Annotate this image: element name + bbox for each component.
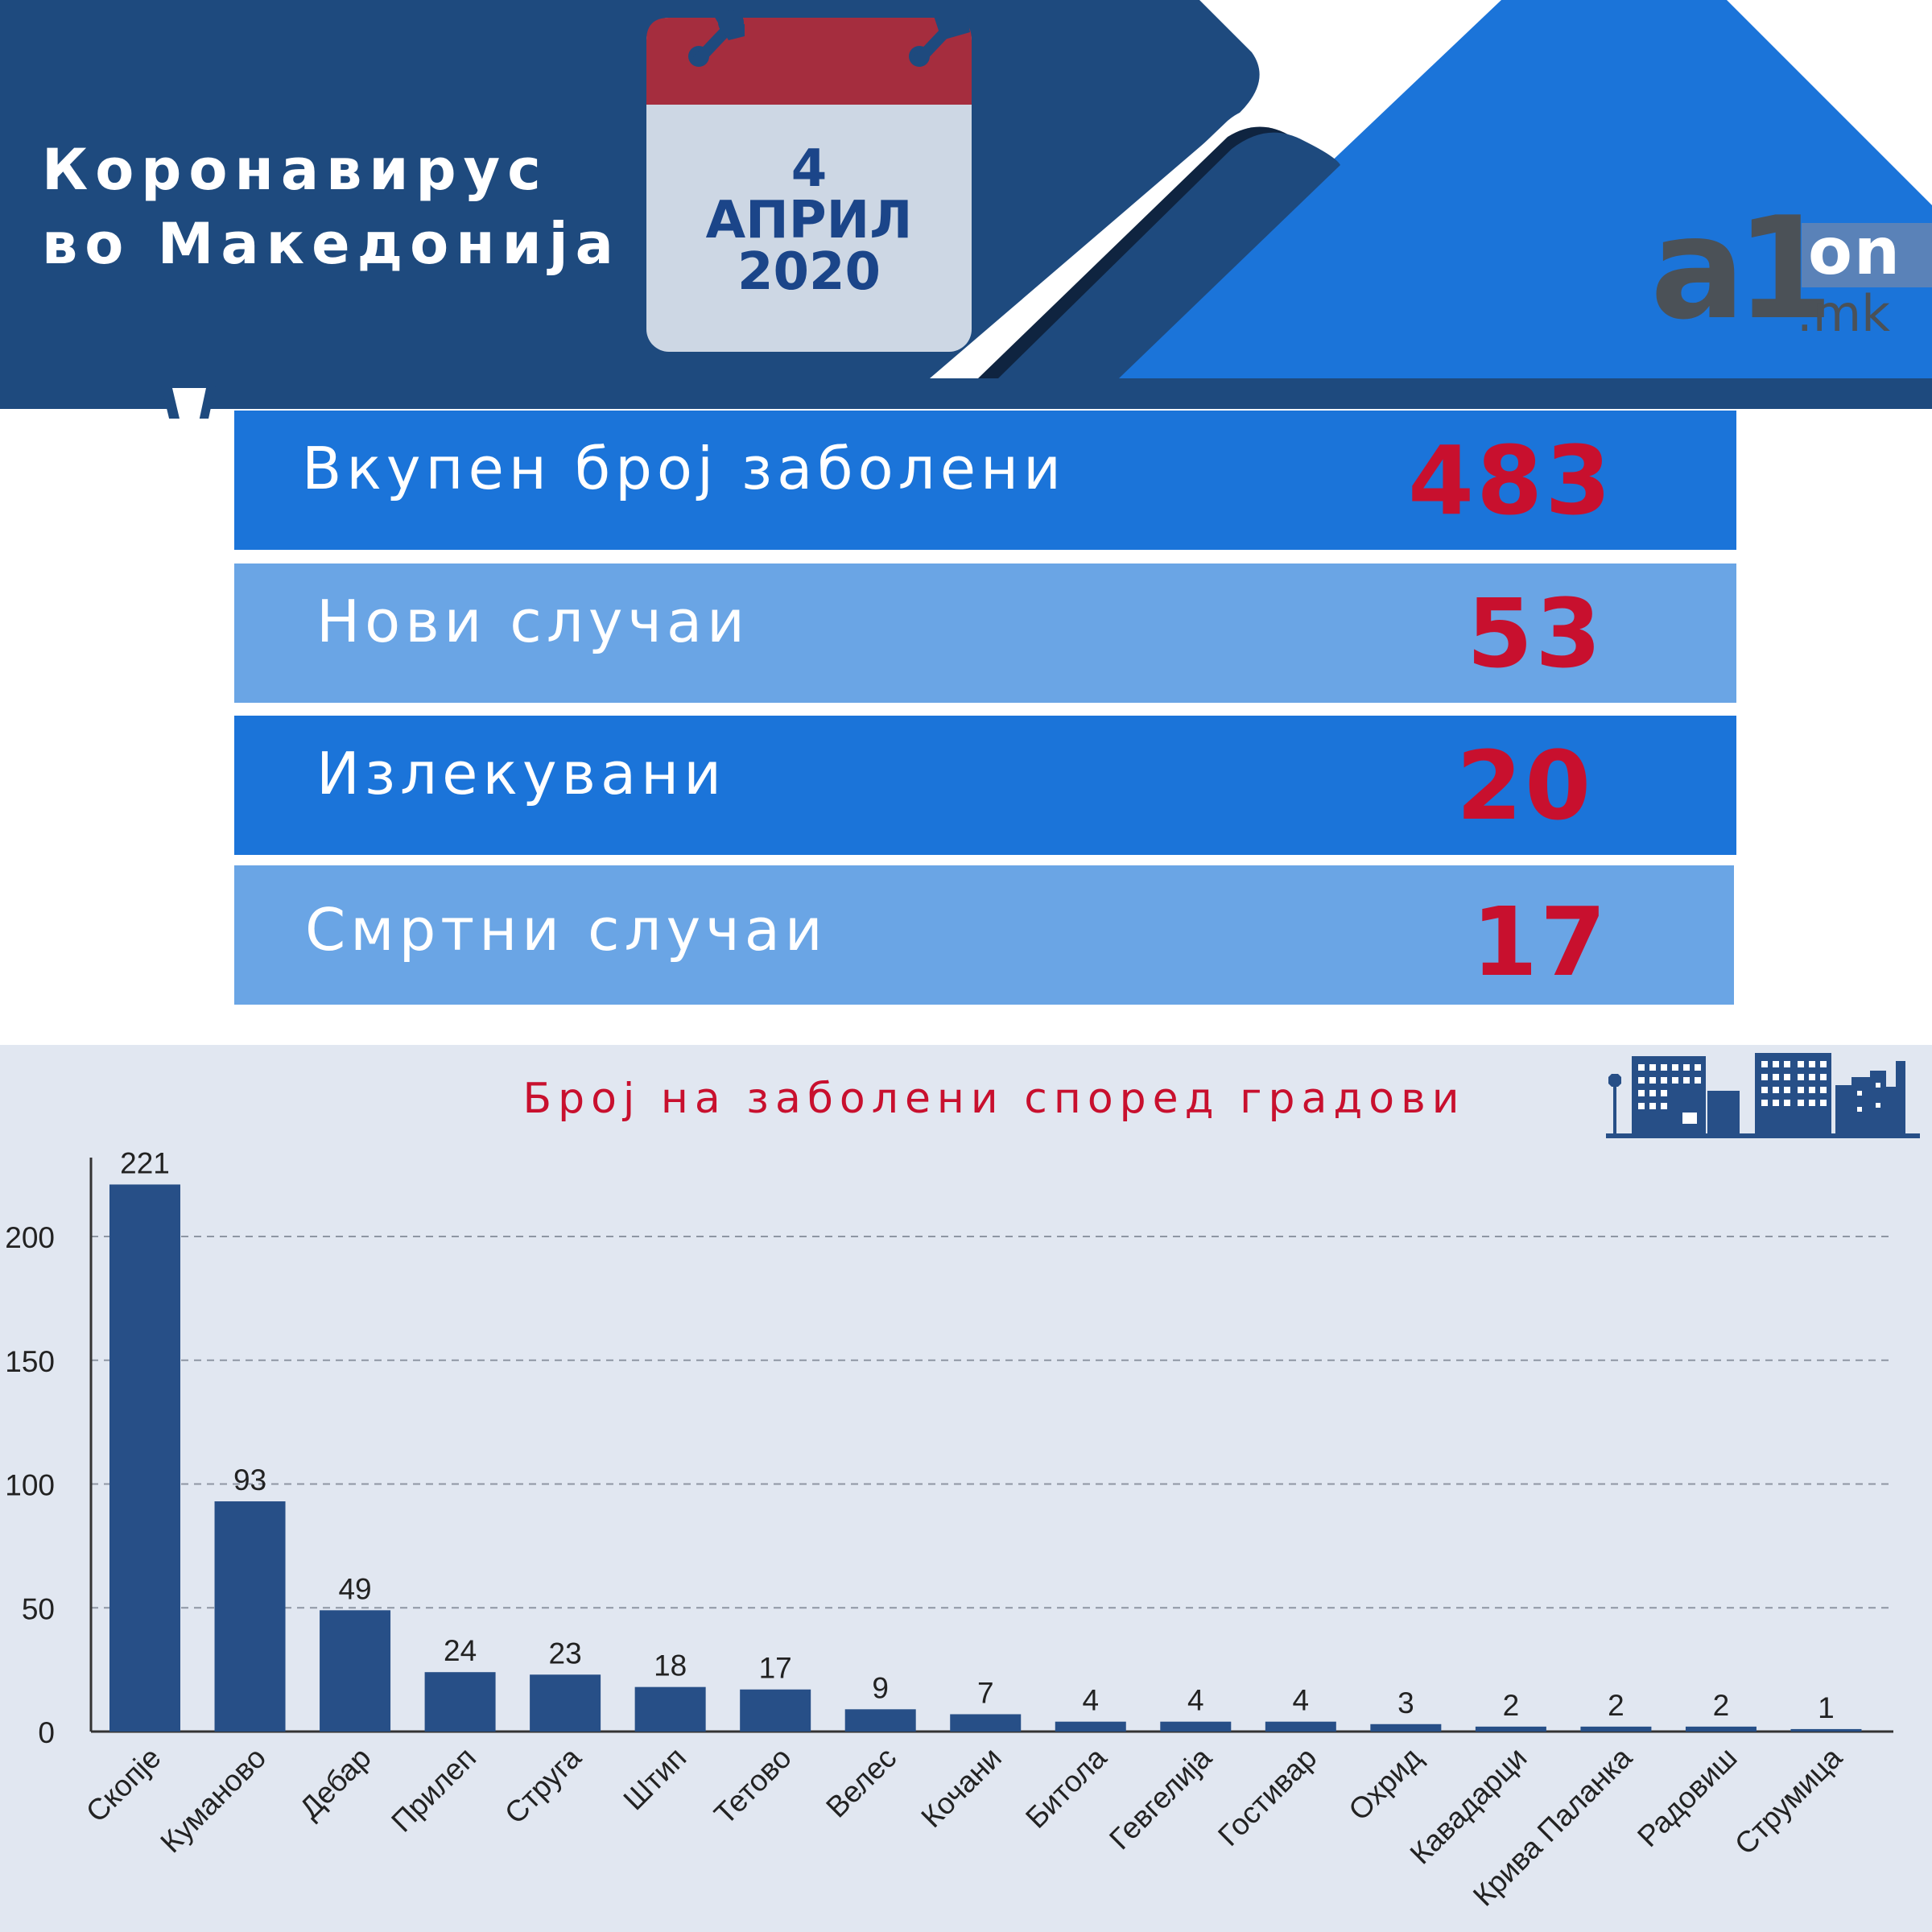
bar [320, 1610, 391, 1732]
pushpin-icon [909, 6, 970, 67]
x-tick-label: Скопје [80, 1741, 167, 1829]
stat-value-deaths: 17 [1472, 886, 1609, 997]
bar-value-label: 7 [977, 1676, 994, 1709]
pointer-triangle-inner [172, 388, 206, 419]
logo-on-box [1802, 223, 1932, 287]
bar [844, 1709, 916, 1732]
bar [424, 1672, 496, 1732]
bar-value-label: 9 [872, 1671, 889, 1704]
bar-value-label: 2 [1713, 1689, 1730, 1722]
bar [950, 1714, 1022, 1732]
calendar-icon [646, 6, 972, 352]
stat-row-total: Вкупен број заболени 483 [234, 411, 1736, 550]
x-tick-label: Куманово [154, 1741, 272, 1860]
y-tick-label: 150 [5, 1345, 55, 1378]
y-tick-label: 100 [5, 1469, 55, 1502]
stat-row-new: Нови случаи 53 [234, 564, 1736, 703]
bar [109, 1184, 180, 1732]
pushpin-icon [688, 10, 745, 67]
stat-value-recovered: 20 [1456, 730, 1594, 841]
stat-label-deaths: Смртни случаи [305, 896, 828, 964]
x-tick-label: Дебар [293, 1741, 377, 1825]
calendar-date: 4 АПРИЛ 2020 [644, 143, 974, 298]
x-tick-label: Радовиш [1631, 1741, 1743, 1853]
y-tick-label: 0 [38, 1716, 55, 1749]
stat-label-total: Вкупен број заболени [302, 435, 1066, 502]
stat-label-new: Нови случаи [316, 588, 749, 655]
bar-value-label: 17 [759, 1652, 792, 1685]
bar-value-label: 3 [1397, 1686, 1414, 1719]
bar [1370, 1724, 1442, 1732]
stat-row-deaths: Смртни случаи 17 [234, 865, 1734, 1005]
y-tick-label: 50 [22, 1592, 55, 1625]
bar [1265, 1721, 1336, 1732]
x-tick-label: Штип [617, 1741, 693, 1817]
bar-value-label: 1 [1818, 1691, 1835, 1724]
stat-label-recovered: Излекувани [316, 740, 726, 807]
x-tick-label: Битола [1019, 1740, 1113, 1835]
x-tick-label: Гостивар [1212, 1741, 1323, 1852]
bar [1475, 1726, 1546, 1732]
x-tick-label: Гевгелија [1103, 1740, 1218, 1856]
x-tick-label: Кочани [914, 1741, 1007, 1834]
bar-chart: 050100150200221Скопје93Куманово49Дебар24… [5, 1146, 1893, 1913]
a1on-logo[interactable]: a1 on .mk [1650, 189, 1932, 354]
bar-value-label: 2 [1608, 1689, 1624, 1722]
bar [634, 1686, 706, 1732]
bar [740, 1689, 811, 1732]
date-month: АПРИЛ [705, 191, 913, 250]
bar-value-label: 4 [1082, 1684, 1099, 1717]
bar-value-label: 4 [1293, 1684, 1310, 1717]
header-blue-bump [998, 132, 1340, 379]
x-tick-label: Струга [498, 1740, 588, 1830]
city-skyline-icon [1606, 1053, 1920, 1138]
bar [1160, 1721, 1232, 1732]
x-tick-label: Струмица [1728, 1740, 1848, 1860]
page-title: Коронавирус во Македонија [42, 133, 621, 281]
bar-value-label: 23 [549, 1637, 582, 1670]
header-background [0, 0, 1932, 419]
bar [1580, 1726, 1652, 1732]
bar [214, 1501, 286, 1732]
x-tick-label: Велес [819, 1741, 902, 1824]
x-tick-label: Прилеп [385, 1741, 482, 1839]
bar [530, 1674, 601, 1732]
title-line-2: во Македонија [42, 211, 621, 277]
date-day: 4 [791, 139, 828, 199]
header-blue-mountain [1103, 0, 1932, 378]
x-tick-label: Тетово [708, 1741, 798, 1831]
bar-value-label: 24 [444, 1634, 477, 1667]
logo-domain: .mk [1797, 284, 1891, 343]
stat-row-recovered: Излекувани 20 [234, 716, 1736, 855]
stop-sign-icon [1608, 1074, 1621, 1137]
stat-value-new: 53 [1467, 578, 1604, 689]
header-bottom-band [0, 378, 1932, 409]
bar-value-label: 49 [338, 1572, 371, 1605]
date-year: 2020 [737, 242, 881, 302]
bar [1685, 1726, 1757, 1732]
y-tick-label: 200 [5, 1221, 55, 1254]
bar-value-label: 2 [1503, 1689, 1520, 1722]
bar-value-label: 18 [654, 1649, 687, 1682]
title-line-1: Коронавирус [42, 137, 548, 203]
bar [1790, 1728, 1862, 1732]
chart-title: Број на заболени според градови [522, 1075, 1466, 1123]
bar-value-label: 93 [233, 1463, 266, 1496]
logo-on: on [1808, 214, 1901, 289]
stat-value-total: 483 [1408, 425, 1614, 536]
bar [1055, 1721, 1126, 1732]
bar-value-label: 4 [1187, 1684, 1204, 1717]
chart-panel [0, 1045, 1932, 1932]
bar-value-label: 221 [120, 1146, 170, 1179]
x-tick-label: Охрид [1342, 1741, 1428, 1827]
